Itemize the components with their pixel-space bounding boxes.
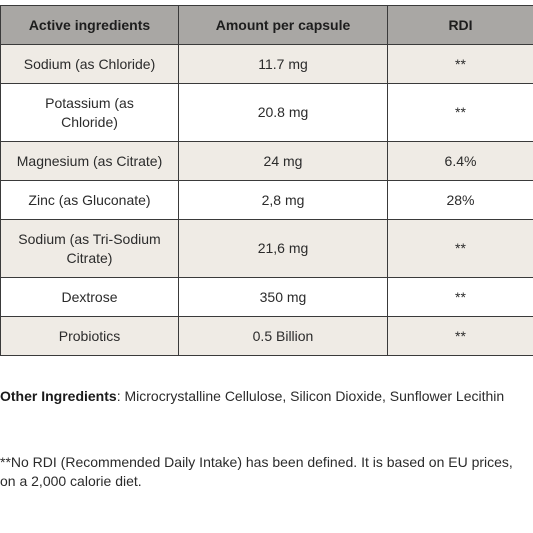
table-row: Magnesium (as Citrate) 24 mg 6.4% [0,141,533,181]
header-rdi: RDI [387,5,533,45]
ingredient-cell: Sodium (as Tri-Sodium Citrate) [0,219,179,278]
ingredient-cell: Potassium (as Chloride) [0,83,179,142]
other-ingredients-text: : Microcrystalline Cellulose, Silicon Di… [116,388,505,404]
other-ingredients-note: Other Ingredients: Microcrystalline Cell… [0,387,520,406]
table-row: Sodium (as Tri-Sodium Citrate) 21,6 mg *… [0,219,533,278]
rdi-cell: 6.4% [387,141,533,181]
ingredient-cell: Dextrose [0,277,179,317]
rdi-cell: ** [387,316,533,356]
rdi-cell: ** [387,83,533,142]
ingredient-cell: Sodium (as Chloride) [0,44,179,84]
ingredients-table: Active ingredients Amount per capsule RD… [0,5,533,356]
table-header-row: Active ingredients Amount per capsule RD… [0,5,533,45]
header-active-ingredients: Active ingredients [0,5,179,45]
table-row: Sodium (as Chloride) 11.7 mg ** [0,44,533,84]
amount-cell: 0.5 Billion [178,316,388,356]
amount-cell: 20.8 mg [178,83,388,142]
table-row: Zinc (as Gluconate) 2,8 mg 28% [0,180,533,220]
rdi-cell: ** [387,44,533,84]
ingredient-cell: Magnesium (as Citrate) [0,141,179,181]
rdi-footnote: **No RDI (Recommended Daily Intake) has … [0,454,513,489]
amount-cell: 350 mg [178,277,388,317]
amount-cell: 2,8 mg [178,180,388,220]
table-row: Dextrose 350 mg ** [0,277,533,317]
amount-cell: 11.7 mg [178,44,388,84]
amount-cell: 21,6 mg [178,219,388,278]
rdi-cell: 28% [387,180,533,220]
rdi-cell: ** [387,219,533,278]
header-amount-per-capsule: Amount per capsule [178,5,388,45]
table-row: Probiotics 0.5 Billion ** [0,316,533,356]
table-row: Potassium (as Chloride) 20.8 mg ** [0,83,533,142]
ingredient-cell: Zinc (as Gluconate) [0,180,179,220]
other-ingredients-label: Other Ingredients [0,388,117,404]
amount-cell: 24 mg [178,141,388,181]
ingredient-cell: Probiotics [0,316,179,356]
rdi-cell: ** [387,277,533,317]
